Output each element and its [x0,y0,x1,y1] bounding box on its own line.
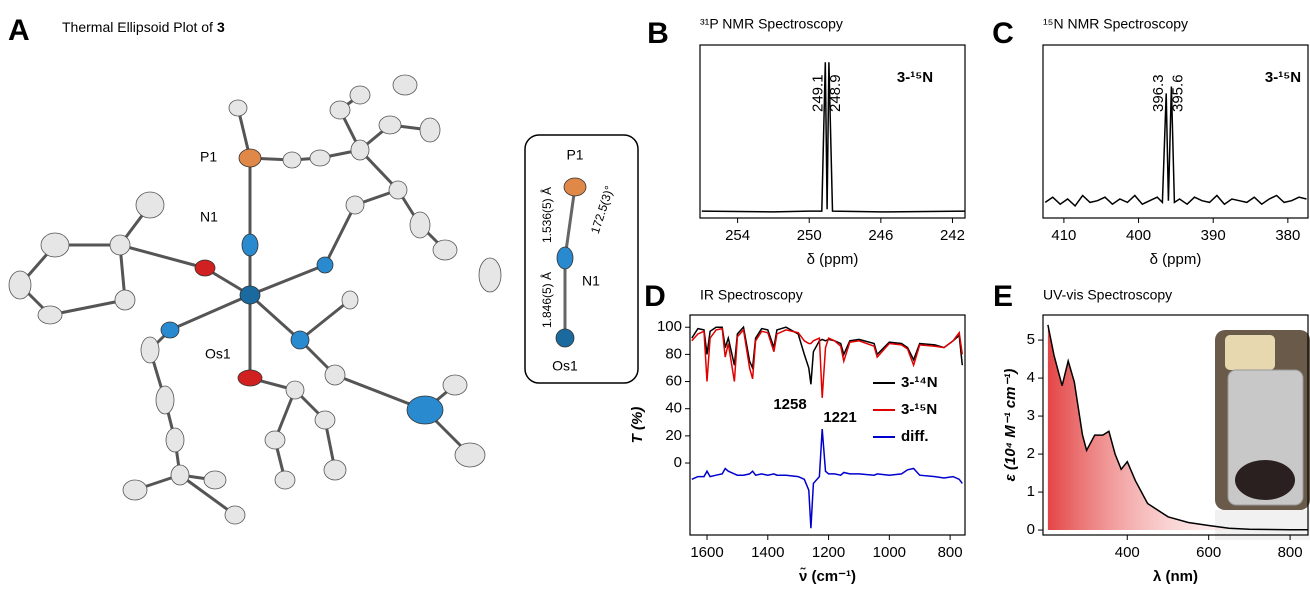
annotation: 3-¹⁵N [1265,69,1301,86]
atom-label: N1 [582,273,600,289]
x-tick-label: 400 [1115,544,1140,561]
atom [556,246,574,270]
atom-label: Os1 [552,358,578,374]
compound-number: 3 [217,19,225,35]
y-tick-label: 40 [665,400,682,417]
x-axis-label: λ (nm) [1153,568,1198,585]
atom-label: N1 [200,209,218,225]
panel-title: ¹⁵N NMR Spectroscopy [1043,16,1188,32]
x-tick-label: 380 [1275,227,1300,244]
y-tick-label: 2 [1027,445,1035,462]
molecule [8,74,502,525]
annotation: 3-¹⁵N [897,69,933,86]
x-tick-label: 1600 [690,544,723,561]
peak-label: 395.6 [1169,74,1186,112]
plot-frame [689,314,966,536]
atom [555,328,575,348]
atom-label: P1 [566,147,583,163]
y-axis-label: T (%) [629,407,646,444]
x-tick-label: 254 [725,227,750,244]
y-tick-label: 80 [665,345,682,362]
x-tick-label: 800 [938,544,963,561]
y-tick-label: 20 [665,427,682,444]
panel-letter: C [992,17,1014,50]
atom [563,177,587,197]
x-tick-label: 400 [1126,227,1151,244]
line [701,62,966,213]
bond-length: 1.536(5) Å [539,187,554,243]
y-tick-label: 5 [1027,331,1035,348]
x-axis-label: δ (ppm) [807,251,859,268]
plot-frame [1042,44,1309,219]
bond-length: 1.846(5) Å [539,272,554,328]
x-tick-label: 390 [1201,227,1226,244]
line [1044,86,1307,208]
x-tick-label: 250 [797,227,822,244]
line [691,325,964,385]
x-tick-label: 410 [1051,227,1076,244]
title-text: Thermal Ellipsoid Plot of [62,19,213,35]
panel-title: IR Spectroscopy [700,287,803,303]
x-tick-label: 242 [940,227,965,244]
y-tick-label: 1 [1027,483,1035,500]
y-tick-label: 4 [1027,369,1035,386]
x-tick-label: 1000 [873,544,906,561]
y-tick-label: 100 [657,318,682,335]
x-axis-label: ν̃ (cm⁻¹) [799,567,856,585]
x-tick-label: 800 [1278,544,1303,561]
legend-label: 3-¹⁵N [901,401,937,418]
area [1047,324,1308,531]
y-tick-label: 0 [674,454,682,471]
panel-letter: D [644,280,666,313]
y-tick-label: 0 [1027,521,1035,538]
panel-letter: A [8,14,30,47]
vial-photo [1215,330,1310,540]
annotation: 1258 [773,396,806,413]
peak-label: 249.1 [809,74,826,112]
x-tick-label: 600 [1196,544,1221,561]
panel-title: Thermal Ellipsoid Plot of 3 [62,19,225,35]
atom-label: P1 [200,149,217,165]
x-tick-label: 1400 [751,544,784,561]
y-tick-label: 60 [665,373,682,390]
legend-label: diff. [901,428,929,445]
bond [563,186,577,259]
annotation: 1221 [823,409,856,426]
line [691,327,964,398]
plot-frame [699,44,966,219]
bond-angle: 172.5(3)° [588,184,617,236]
plot-frame [1042,314,1309,536]
panel-title: ³¹P NMR Spectroscopy [700,16,843,32]
x-tick-label: 246 [868,227,893,244]
panel-letter: B [647,17,669,50]
line [1047,324,1308,531]
panel-letter: E [993,280,1013,313]
y-tick-label: 3 [1027,407,1035,424]
x-axis-label: δ (ppm) [1150,251,1202,268]
x-tick-label: 1200 [812,544,845,561]
legend-label: 3-¹⁴N [901,374,938,391]
peak-label: 248.9 [827,74,844,112]
panel-title: UV-vis Spectroscopy [1043,287,1172,303]
atom-label: Os1 [205,346,231,362]
peak-label: 396.3 [1150,74,1167,112]
line [691,429,963,529]
y-axis-label: ε (10⁴ M⁻¹ cm⁻¹) [1002,369,1019,482]
inset-frame [524,134,639,384]
